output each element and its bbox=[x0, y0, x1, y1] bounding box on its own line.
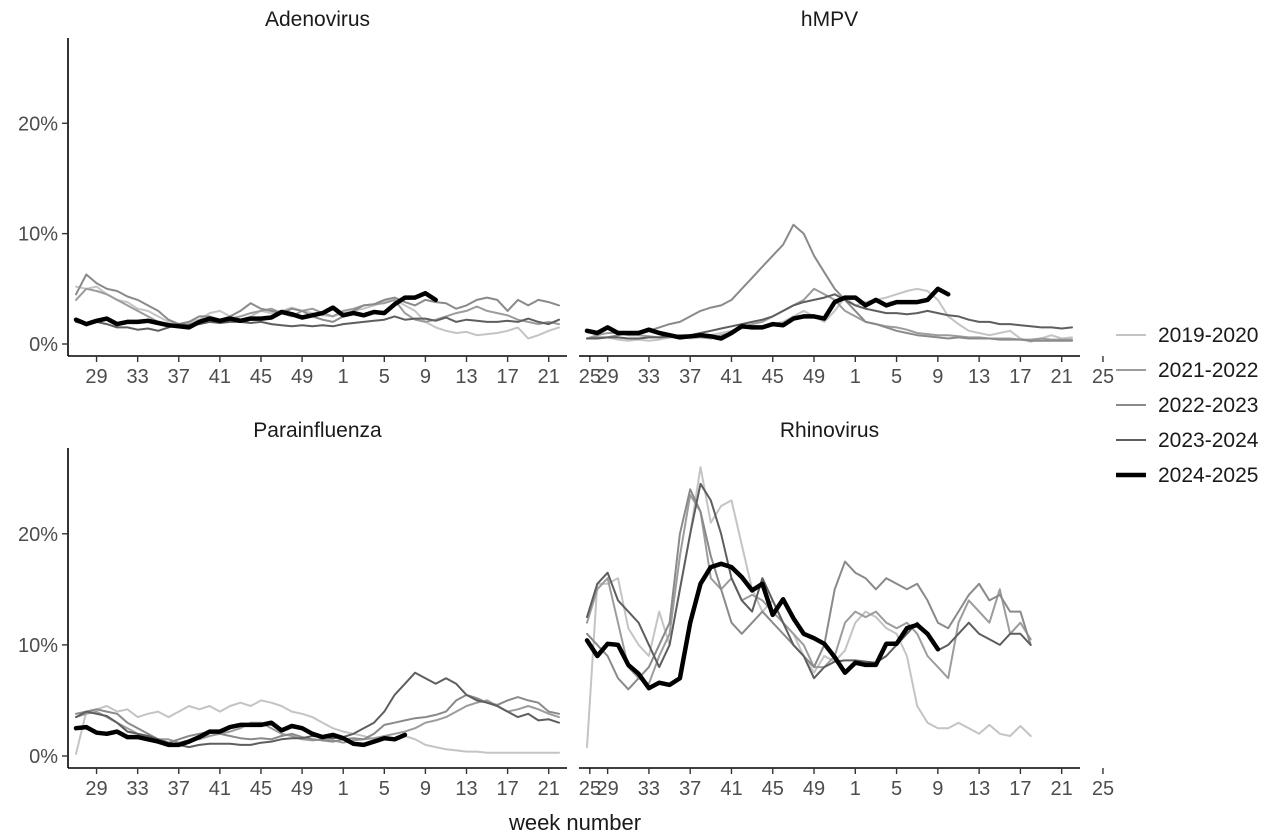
x-tick-label: 5 bbox=[379, 366, 390, 388]
x-tick-label: 33 bbox=[127, 366, 149, 388]
x-tick-label: 13 bbox=[968, 366, 990, 388]
legend-item: 2022-2023 bbox=[1116, 394, 1258, 417]
panel-title: Parainfluenza bbox=[253, 419, 382, 442]
x-tick-label: 5 bbox=[891, 366, 902, 388]
x-tick-label: 33 bbox=[638, 778, 660, 800]
x-tick-label: 33 bbox=[127, 778, 149, 800]
legend-item: 2023-2024 bbox=[1116, 429, 1259, 452]
panel-title: Adenovirus bbox=[265, 8, 370, 31]
x-tick-label: 49 bbox=[291, 366, 313, 388]
x-tick-label: 5 bbox=[891, 778, 902, 800]
series-line-2022-2023 bbox=[75, 273, 560, 326]
x-tick-label: 9 bbox=[932, 366, 943, 388]
x-tick-label: 49 bbox=[803, 778, 825, 800]
y-tick-label: 20% bbox=[18, 113, 58, 135]
x-tick-label: 21 bbox=[538, 778, 560, 800]
legend: 2019-2020 2021-2022 2022-2023 2023-2024 2024… bbox=[1116, 324, 1259, 487]
legend-label: 2024-2025 bbox=[1158, 464, 1258, 487]
x-tick-label: 41 bbox=[209, 366, 231, 388]
x-tick-label: 33 bbox=[638, 366, 660, 388]
panel-hmpv: hMPV 29 33 37 41 45 49 1 5 9 13 17 21 25 bbox=[579, 8, 1114, 388]
y-tick-label: 20% bbox=[18, 524, 58, 546]
x-tick-label: 25 bbox=[1092, 778, 1114, 800]
x-tick-label: 1 bbox=[850, 366, 861, 388]
series-line-2019-2020 bbox=[586, 466, 1032, 749]
x-tick-label: 41 bbox=[720, 366, 742, 388]
x-tick-label: 49 bbox=[291, 778, 313, 800]
panel-title: Rhinovirus bbox=[780, 419, 879, 442]
x-tick-label: 21 bbox=[1051, 366, 1073, 388]
series-line-2024-2025 bbox=[584, 286, 951, 341]
legend-item: 2019-2020 bbox=[1116, 324, 1258, 347]
series-line-2019-2020 bbox=[75, 699, 560, 755]
x-tick-label: 25 bbox=[579, 778, 601, 800]
series-line-2021-2022 bbox=[586, 493, 1032, 685]
x-tick-label: 49 bbox=[803, 366, 825, 388]
panel-title: hMPV bbox=[801, 8, 858, 31]
x-tick-label: 13 bbox=[455, 778, 477, 800]
series-line-2022-2023 bbox=[586, 488, 1032, 691]
legend-item: 2024-2025 bbox=[1116, 464, 1258, 487]
x-tick-label: 25 bbox=[1092, 366, 1114, 388]
x-tick-label: 29 bbox=[597, 366, 619, 388]
x-tick-label: 5 bbox=[379, 778, 390, 800]
x-tick-label: 45 bbox=[250, 366, 272, 388]
series-line-2024-2025 bbox=[584, 561, 941, 691]
series-line-2023-2024 bbox=[586, 482, 1032, 680]
y-tick-label: 10% bbox=[18, 224, 58, 246]
x-axis-title: week number bbox=[508, 810, 641, 835]
series-line-2024-2025 bbox=[73, 720, 408, 748]
x-tick-label: 37 bbox=[168, 366, 190, 388]
y-tick-label: 0% bbox=[29, 334, 58, 356]
x-tick-label: 45 bbox=[250, 778, 272, 800]
x-tick-label: 41 bbox=[720, 778, 742, 800]
x-tick-label: 25 bbox=[579, 366, 601, 388]
x-tick-label: 13 bbox=[968, 778, 990, 800]
legend-label: 2021-2022 bbox=[1158, 359, 1258, 382]
x-tick-label: 29 bbox=[597, 778, 619, 800]
series-line-2024-2025 bbox=[73, 290, 438, 330]
y-tick-label: 10% bbox=[18, 635, 58, 657]
x-tick-label: 45 bbox=[762, 778, 784, 800]
x-tick-label: 37 bbox=[679, 778, 701, 800]
x-tick-label: 29 bbox=[85, 778, 107, 800]
legend-item: 2021-2022 bbox=[1116, 359, 1258, 382]
x-tick-label: 21 bbox=[538, 366, 560, 388]
x-tick-label: 9 bbox=[420, 778, 431, 800]
x-tick-label: 17 bbox=[496, 366, 518, 388]
x-tick-label: 13 bbox=[455, 366, 477, 388]
series-line-2022-2023 bbox=[586, 223, 1073, 342]
legend-label: 2019-2020 bbox=[1158, 324, 1258, 347]
panel-parainfluenza: Parainfluenza 0% 10% 20% 29 33 37 41 45 49 1 5 9 13 17… bbox=[18, 419, 601, 800]
x-tick-label: 41 bbox=[209, 778, 231, 800]
x-tick-label: 21 bbox=[1051, 778, 1073, 800]
x-tick-label: 1 bbox=[338, 778, 349, 800]
x-tick-label: 9 bbox=[932, 778, 943, 800]
x-tick-label: 1 bbox=[850, 778, 861, 800]
legend-label: 2022-2023 bbox=[1158, 394, 1258, 417]
x-tick-label: 9 bbox=[420, 366, 431, 388]
x-tick-label: 17 bbox=[496, 778, 518, 800]
series-line-2023-2024 bbox=[75, 315, 560, 332]
x-tick-label: 17 bbox=[1009, 778, 1031, 800]
x-tick-label: 37 bbox=[168, 778, 190, 800]
x-tick-label: 17 bbox=[1009, 366, 1031, 388]
y-tick-label: 0% bbox=[29, 746, 58, 768]
x-tick-label: 37 bbox=[679, 366, 701, 388]
x-tick-label: 1 bbox=[338, 366, 349, 388]
panel-rhinovirus: Rhinovirus 29 33 37 41 45 49 1 5 9 13 17 21 25 bbox=[579, 419, 1114, 800]
x-tick-label: 29 bbox=[85, 366, 107, 388]
panel-adenovirus: Adenovirus 0% 10% 20% 29 33 37 41 45 49 1 5 9 13 17 21 2… bbox=[18, 8, 601, 388]
legend-label: 2023-2024 bbox=[1158, 429, 1259, 452]
x-tick-label: 45 bbox=[762, 366, 784, 388]
